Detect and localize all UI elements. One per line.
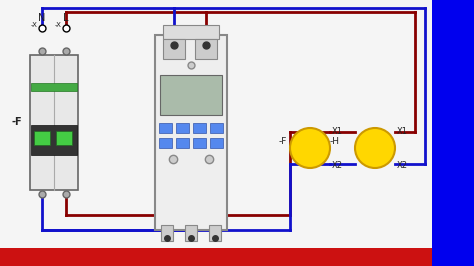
Bar: [195, 39, 217, 59]
Bar: [209, 225, 221, 241]
Bar: [193, 123, 206, 133]
Bar: [31, 83, 77, 91]
Text: X2: X2: [332, 161, 343, 171]
Bar: [34, 131, 50, 145]
Bar: [159, 138, 172, 148]
Bar: [210, 138, 223, 148]
Text: -X: -X: [55, 22, 62, 28]
Bar: [155, 35, 227, 230]
Bar: [0, 248, 432, 266]
Bar: [159, 123, 172, 133]
Bar: [56, 131, 72, 145]
Bar: [176, 123, 189, 133]
Bar: [210, 123, 223, 133]
Circle shape: [290, 128, 330, 168]
Text: -X: -X: [31, 22, 38, 28]
Text: -F: -F: [279, 138, 287, 147]
Bar: [30, 55, 78, 190]
Bar: [160, 75, 222, 115]
Bar: [163, 25, 219, 39]
Text: -H: -H: [330, 138, 340, 147]
Bar: [176, 138, 189, 148]
Bar: [163, 39, 185, 59]
Bar: [193, 138, 206, 148]
Bar: [432, 0, 474, 266]
Bar: [31, 125, 77, 155]
Text: X1: X1: [332, 127, 343, 136]
Bar: [185, 225, 197, 241]
Bar: [161, 225, 173, 241]
Text: X1: X1: [397, 127, 408, 136]
Text: L: L: [63, 13, 69, 23]
Text: -F: -F: [11, 117, 22, 127]
Text: N: N: [38, 13, 46, 23]
Text: X2: X2: [397, 161, 408, 171]
Circle shape: [355, 128, 395, 168]
